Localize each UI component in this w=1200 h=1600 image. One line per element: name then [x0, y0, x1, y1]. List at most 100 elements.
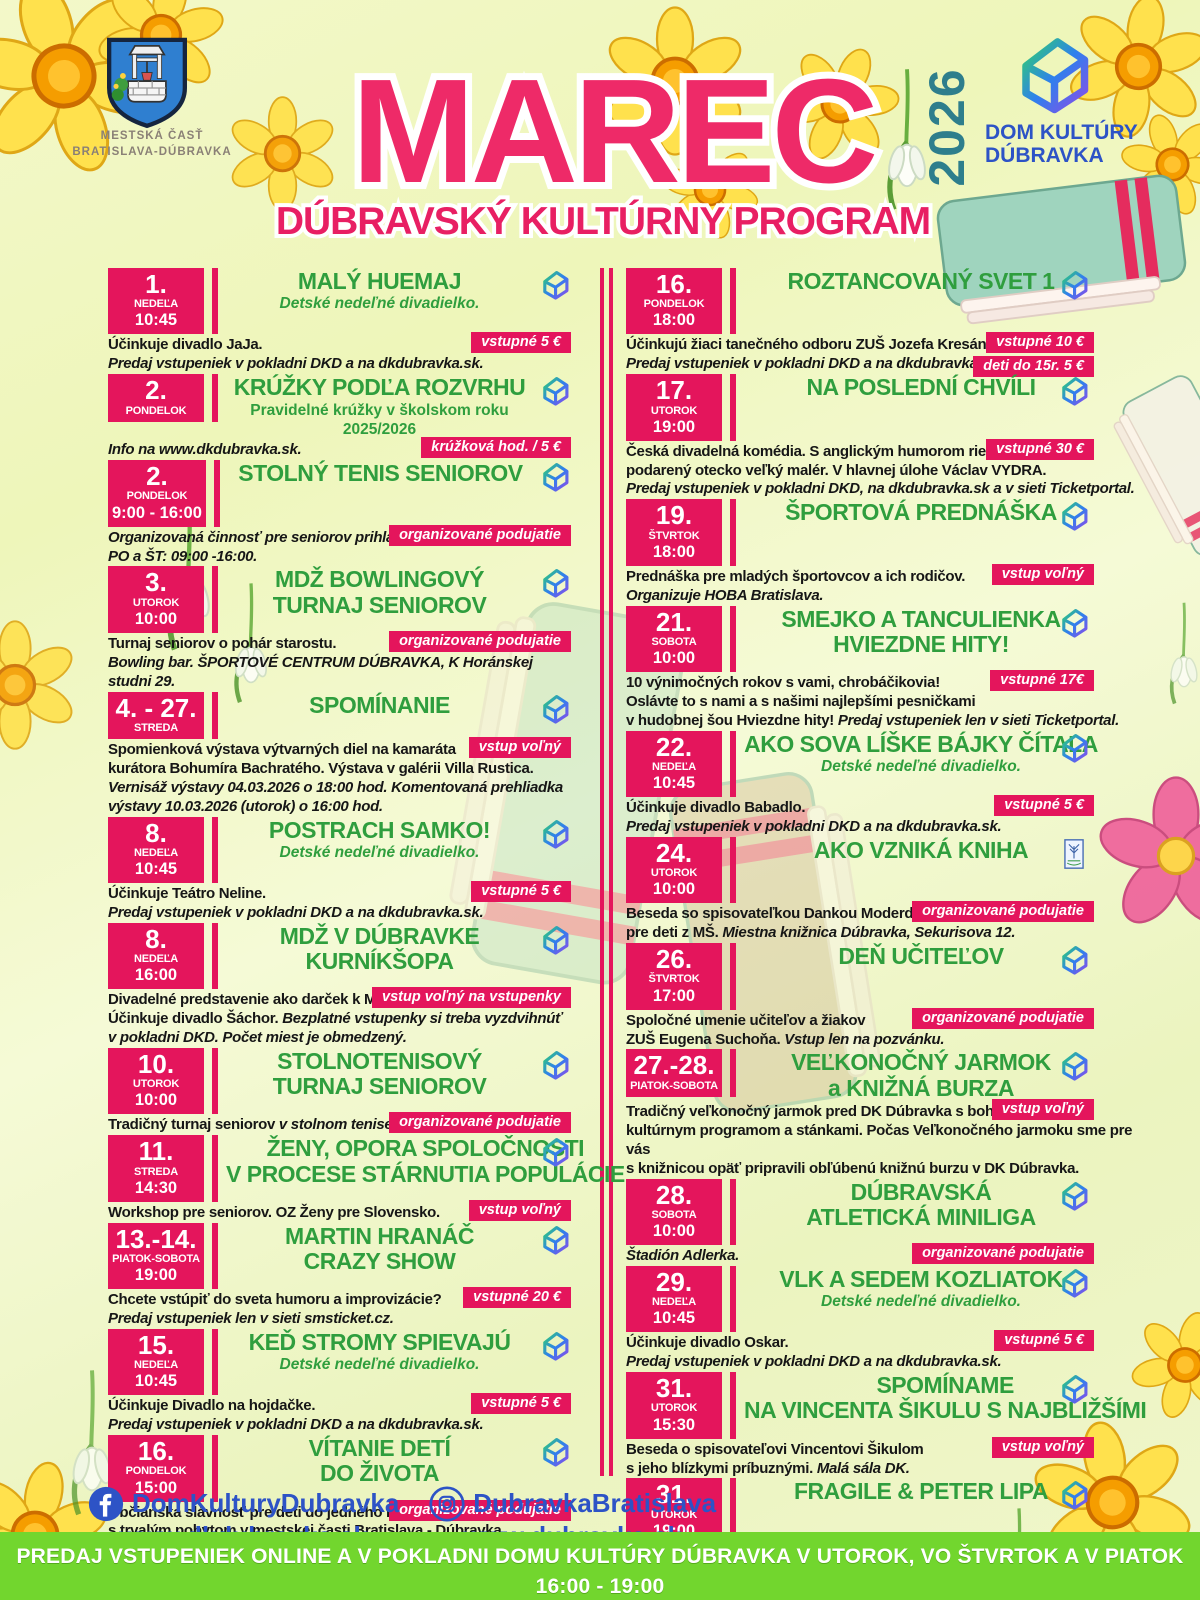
event-date-badge: 11. STREDA 14:30 — [108, 1135, 204, 1202]
event-title: FRAGILE & PETER LIPA — [793, 1478, 1049, 1505]
event-item: 8. NEDEĽA 10:45 POSTRACH SAMKO! Detské n… — [108, 816, 575, 923]
event-date-time: 9:00 - 16:00 — [112, 503, 202, 522]
event-date-number: 31. — [655, 1479, 693, 1510]
event-title: AKO VZNIKÁ KNIHA — [813, 836, 1029, 863]
event-description: Účinkuje Teátro Neline. Predaj vstupeniek… — [108, 885, 484, 921]
event-badges: organizované podujatie — [912, 1007, 1094, 1029]
event-date-number: 28. — [655, 1179, 693, 1210]
event-title: STOLNÝ TENIS SENIOROV — [238, 460, 523, 487]
event-badge: vstupné 5 € — [471, 332, 571, 354]
event-title: KRÚŽKY PODĽA ROZVRHU — [233, 374, 526, 401]
date-accent-bar — [730, 1178, 736, 1246]
date-accent-bar — [212, 566, 218, 633]
event-title: STOLNOTENISOVÝ TURNAJ SENIOROV — [272, 1047, 487, 1100]
page-subtitle: DÚBRAVSKÝ KULTÚRNY PROGRAM — [276, 199, 930, 243]
event-title: ŠPORTOVÁ PREDNÁŠKA — [785, 499, 1057, 526]
event-date-number: 27.-28. — [633, 1050, 715, 1081]
event-date-time: 10:45 — [134, 311, 178, 330]
event-badges: vstupné 20 € — [463, 1287, 571, 1309]
event-date-day: UTOROK — [650, 1402, 698, 1415]
dkd-cube-icon — [537, 1329, 573, 1363]
dkd-cube-icon — [1056, 268, 1092, 302]
event-date-day: PONDELOK — [126, 490, 188, 503]
dkd-cube-icon — [1056, 499, 1092, 533]
event-date-time: 10:00 — [652, 880, 696, 899]
event-description: Chcete vstúpiť do sveta humoru a improvi… — [108, 1291, 442, 1327]
event-description: Česká divadelná komédia. S anglickým hum… — [626, 442, 1135, 498]
municipality-name: MESTSKÁ ČASŤ BRATISLAVA-DÚBRAVKA — [52, 128, 252, 160]
event-date-badge: 21. SOBOTA 10:00 — [626, 605, 722, 673]
dkd-cube-icon — [1056, 1478, 1092, 1512]
facebook-handle[interactable]: DomKulturyDubravka — [132, 1488, 400, 1519]
event-badges: vstup voľný — [991, 1099, 1094, 1121]
date-accent-bar — [212, 1135, 218, 1202]
instagram-handle[interactable]: DubravkaBratislava — [473, 1488, 717, 1519]
event-date: 21. SOBOTA 10:00 — [626, 605, 736, 673]
column-divider-line — [600, 268, 604, 1476]
event-date-day: NEDEĽA — [133, 298, 179, 311]
date-accent-bar — [212, 268, 218, 335]
event-date-number: 26. — [655, 944, 693, 975]
event-item: 26. ŠTVRTOK 17:00 DEŇ UČITEĽOV Spoločné … — [626, 943, 1140, 1049]
event-description: Účinkujú žiaci tanečného odboru ZUŠ Joze… — [626, 336, 1007, 373]
event-description: Info na www.dkdubravka.sk. — [108, 441, 302, 459]
event-description: Workshop pre seniorov. OZ Ženy pre Slove… — [108, 1203, 440, 1221]
event-date: 1. NEDEĽA 10:45 — [108, 268, 218, 335]
event-badges: vstup voľný na vstupenky — [372, 987, 571, 1009]
event-date-day: NEDEĽA — [133, 1359, 179, 1372]
event-title: MALÝ HUEMAJ — [297, 268, 462, 294]
event-date-number: 16. — [137, 1436, 175, 1467]
event-description: Spomienková výstava výtvarných diel na k… — [108, 741, 563, 815]
event-date-number: 19. — [655, 500, 693, 531]
date-accent-bar — [730, 1372, 736, 1439]
month-title: MAREC — [352, 49, 875, 214]
event-date-time: 15:00 — [134, 1478, 178, 1497]
event-date-badge: 16. PONDELOK 18:00 — [626, 268, 722, 335]
municipality-coat-of-arms — [107, 37, 187, 129]
dkd-cube-icon — [1056, 1049, 1092, 1083]
event-subtitle: Detské nedeľné divadielko. — [821, 758, 1021, 776]
event-title: POSTRACH SAMKO! — [268, 816, 491, 843]
event-badge: vstupné 5 € — [994, 1330, 1094, 1352]
event-date: 26. ŠTVRTOK 17:00 — [626, 943, 736, 1010]
event-badge: organizované podujatie — [389, 524, 571, 546]
event-date-time: 10:00 — [652, 1222, 696, 1241]
event-date: 22. NEDEĽA 10:45 — [626, 730, 736, 798]
event-date-day: ŠTVRTOK — [648, 529, 700, 542]
date-accent-bar — [213, 460, 220, 527]
event-subtitle: Detské nedeľné divadielko. — [279, 843, 480, 861]
dkd-cube-icon — [537, 692, 573, 726]
event-badges: vstup voľný — [468, 1199, 571, 1221]
date-accent-bar — [730, 1265, 736, 1333]
event-date-time: 18:00 — [652, 542, 696, 561]
dkd-cube-logo-icon — [1022, 38, 1089, 114]
event-title: VÍTANIE DETÍ DO ŽIVOTA — [308, 1435, 451, 1487]
event-date-number: 2. — [146, 461, 168, 492]
event-date-badge: 26. ŠTVRTOK 17:00 — [626, 943, 722, 1010]
event-title: KEĎ STROMY SPIEVAJÚ — [248, 1328, 511, 1355]
ticket-info-line1: PREDAJ VSTUPENIEK ONLINE A V POKLADNI DO… — [16, 1545, 1184, 1599]
event-badge: organizované podujatie — [912, 901, 1094, 923]
event-date-badge: 27.-28. PIATOK-SOBOTA — [626, 1049, 722, 1097]
event-badge: vstupné 5 € — [471, 1393, 571, 1415]
event-item: 16. PONDELOK 18:00 ROZTANCOVANÝ SVET 1 Ú… — [626, 268, 1140, 378]
event-badge: vstupné 5 € — [994, 795, 1094, 817]
event-date-day: NEDEĽA — [133, 846, 179, 859]
event-date-day: PONDELOK — [125, 404, 187, 417]
event-badge: vstup voľný — [468, 1199, 571, 1221]
event-item: 3. UTOROK 10:00 MDŽ BOWLINGOVÝ TURNAJ SEN… — [108, 566, 575, 691]
date-accent-bar — [212, 1328, 218, 1396]
event-title: MDŽ V DÚBRAVKE KURNÍKŠOPA — [279, 922, 480, 975]
month-title-art: MAREC — [345, 42, 886, 216]
event-date-time: 10:00 — [134, 609, 178, 628]
event-badge: vstup voľný — [468, 737, 571, 759]
event-description: Štadión Adlerka. — [626, 1247, 740, 1265]
municipality-line1: MESTSKÁ ČASŤ — [100, 130, 204, 142]
daffodil-flower-icon — [0, 620, 80, 750]
event-date-time: 10:45 — [652, 774, 696, 793]
event-badges: organizované podujatie — [389, 630, 571, 652]
event-item: 24. UTOROK 10:00 AKO VZNIKÁ KNIHA Beseda… — [626, 836, 1140, 943]
dkd-logo: DOM KULTÚRY DÚBRAVKA — [985, 30, 1165, 167]
event-date-number: 11. — [138, 1136, 174, 1167]
